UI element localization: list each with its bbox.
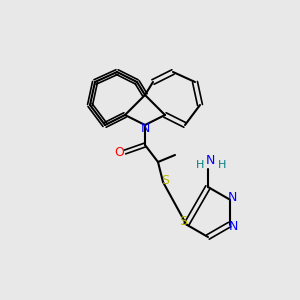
Text: N: N — [140, 122, 150, 134]
Text: S: S — [179, 215, 187, 228]
Text: N: N — [229, 220, 238, 233]
Text: N: N — [228, 191, 237, 204]
Text: N: N — [205, 154, 215, 167]
Text: H: H — [218, 160, 226, 170]
Text: S: S — [161, 173, 169, 187]
Text: H: H — [196, 160, 204, 170]
Text: O: O — [114, 146, 124, 158]
